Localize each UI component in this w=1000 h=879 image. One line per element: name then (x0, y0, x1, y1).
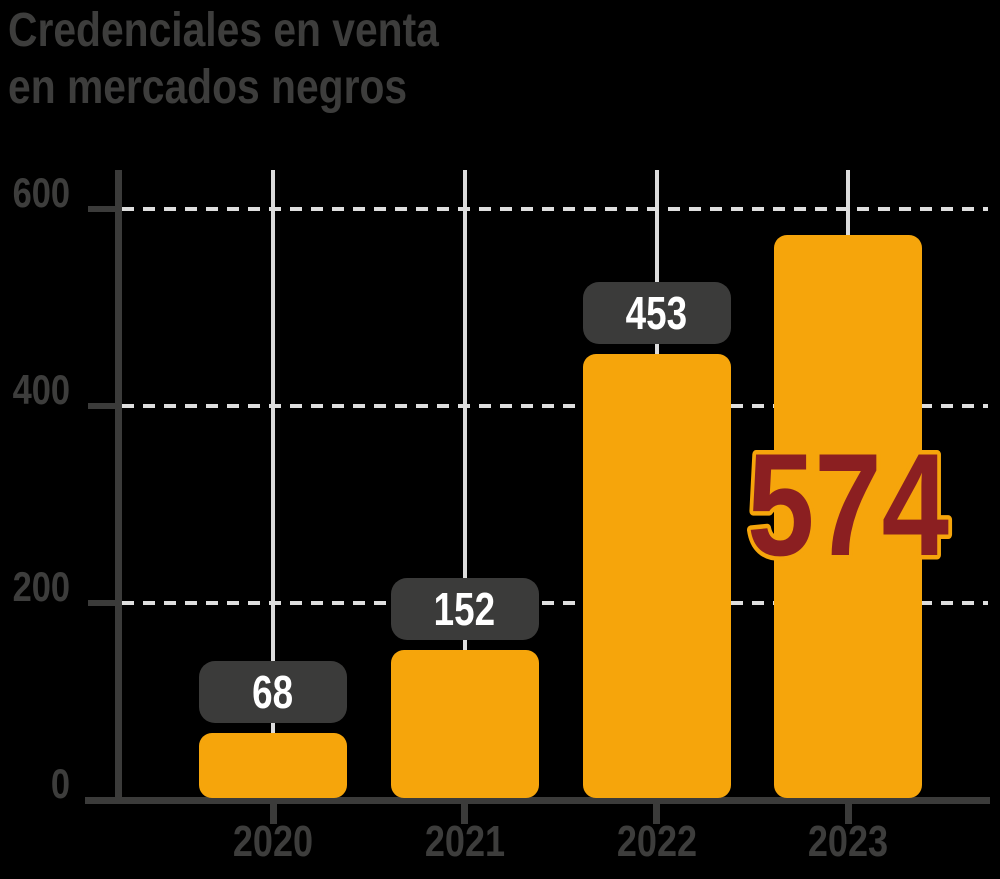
value-label: 453 (625, 286, 688, 339)
y-gridline (122, 207, 988, 211)
y-tick (88, 600, 118, 606)
x-tick-label: 2021 (424, 817, 505, 866)
y-tick-label: 200 (12, 563, 71, 610)
y-tick (88, 206, 118, 212)
x-tick-label: 2020 (232, 817, 314, 866)
chart-title-line1: Credenciales en venta (8, 4, 439, 57)
value-label: 68 (252, 666, 294, 719)
value-badge: 68 (199, 661, 347, 724)
y-tick-label: 0 (50, 760, 70, 807)
x-tick (844, 800, 852, 824)
y-gridline (122, 404, 988, 408)
x-tick (461, 800, 469, 824)
x-tick (269, 800, 277, 824)
bar (390, 650, 539, 798)
bar (582, 353, 731, 798)
highlight-value-svg: 574 (743, 419, 954, 591)
y-tick (88, 403, 118, 409)
value-label: 152 (434, 583, 496, 636)
highlight-value: 574 (747, 423, 949, 586)
chart-title-line2: en mercados negros (8, 61, 408, 114)
bar (774, 234, 923, 798)
y-tick-label: 600 (12, 169, 71, 216)
x-tick (653, 800, 661, 824)
bar (199, 733, 347, 798)
x-tick-label: 2023 (808, 817, 889, 866)
y-axis (115, 170, 122, 804)
value-badge: 152 (390, 578, 539, 641)
bar-guide-line (462, 170, 467, 800)
x-tick-label: 2022 (616, 817, 697, 866)
y-gridline (122, 601, 988, 605)
chart-title: Credenciales en venta en mercados negros (8, 2, 439, 116)
y-tick-label: 400 (12, 366, 71, 413)
x-axis (85, 797, 990, 804)
bar-guide-line (271, 170, 275, 800)
value-badge: 453 (582, 281, 731, 344)
